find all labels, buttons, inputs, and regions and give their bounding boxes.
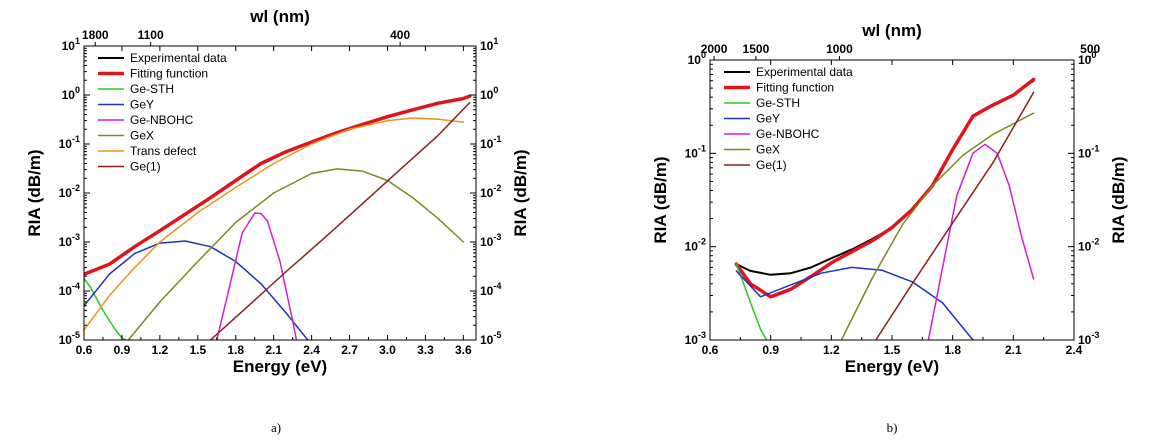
y-tick-label: 10-2 [685,237,706,254]
x-tick-label: 2.4 [303,343,320,357]
x-tick-label: 1.5 [884,343,901,357]
series-line-gex [127,168,465,340]
legend-entry: GeY [756,112,780,126]
legend-entry: Ge-NBOHC [130,113,194,127]
x-tick-label: 3.3 [417,343,434,357]
y-axis-title: RIA (dB/m) [25,149,44,236]
legend-entry: Ge(1) [756,158,787,172]
x-tick-label: 1.8 [944,343,961,357]
legend-entry: Trans defect [130,144,197,158]
x-axis-title: Energy (eV) [233,357,327,376]
top-tick-label: 1100 [138,28,164,42]
y-axis-title-right: RIA (dB/m) [1109,156,1128,243]
x-tick-label: 1.5 [189,343,206,357]
y-tick-label: 10-2 [59,183,80,200]
legend-entry: Experimental data [756,65,853,79]
x-tick-label: 1.8 [227,343,244,357]
y-tick-label: 101 [62,36,80,53]
x-tick-label: 2.4 [1066,343,1083,357]
series-line-gey [735,266,974,340]
x-tick-label: 2.1 [265,343,282,357]
y-tick-label-right: 10-4 [480,281,501,298]
y-tick-label-right: 10-5 [480,330,501,347]
x-tick-label: 0.9 [762,343,779,357]
legend-entry: Ge(1) [130,160,161,174]
top-axis-title: wl (nm) [249,7,310,26]
legend-entry: Ge-STH [130,82,174,96]
x-tick-label: 2.7 [341,343,358,357]
y-tick-label-right: 10-3 [1078,330,1099,347]
x-tick-label: 1.2 [152,343,169,357]
legend-entry: GeY [130,98,154,112]
x-tick-label: 3.0 [379,343,396,357]
series-group [84,94,472,340]
legend-entry: GeX [756,143,780,157]
series-line-ge-sth [735,263,768,340]
panel-caption: b) [887,420,898,435]
y-tick-label: 100 [688,50,706,67]
series-line-ge-sth [84,277,127,340]
y-tick-label-right: 10-1 [1078,143,1099,160]
legend-entry: Ge-NBOHC [756,127,820,141]
legend-entry: Fitting function [130,67,208,81]
x-axis-title: Energy (eV) [845,357,939,376]
x-tick-label: 0.6 [76,343,93,357]
top-tick-label: 400 [390,28,410,42]
series-group [734,77,1036,340]
top-tick-label: 1800 [82,28,109,42]
legend-entry: Ge-STH [756,96,800,110]
series-line-gey [84,240,309,340]
y-tick-label: 10-5 [59,330,80,347]
series-line-ge-nbohc [216,212,298,340]
series-line-trans-defect [84,117,465,331]
x-tick-label: 1.2 [823,343,840,357]
y-tick-label: 10-4 [59,281,80,298]
y-tick-label-right: 10-2 [1078,237,1099,254]
y-tick-label-right: 10-3 [480,232,501,249]
x-tick-label: 0.9 [114,343,131,357]
y-tick-label-right: 101 [480,36,498,53]
y-tick-label-right: 10-2 [480,183,501,200]
y-tick-label: 10-3 [685,330,706,347]
y-tick-label-right: 10-1 [480,134,501,151]
x-tick-label: 3.6 [455,343,472,357]
y-tick-label-right: 100 [480,85,498,102]
series-line-ge-1- [875,91,1035,340]
series-line-gex [840,112,1035,340]
panel-a: 0.6 0.9 1.2 1.5 1.8 2.1 2.4 2.7 3.0 3.3 3.6 10-5 10-… [25,7,530,435]
top-axis-title: wl (nm) [861,21,922,40]
y-axis-title-right: RIA (dB/m) [511,149,530,236]
y-tick-label: 10-3 [59,232,80,249]
series-line-ge-1- [209,101,471,340]
series-line-fitting-function [734,77,1036,299]
y-tick-label-right: 100 [1078,50,1096,67]
y-tick-label: 10-1 [685,143,706,160]
top-tick-label: 1000 [826,42,853,56]
y-axis-title: RIA (dB/m) [651,156,670,243]
x-tick-label: 0.6 [702,343,719,357]
legend-entry: Fitting function [756,81,834,95]
x-tick-label: 2.1 [1005,343,1022,357]
series-line-ge-nbohc [927,143,1035,340]
y-tick-label: 10-1 [59,134,80,151]
panel-caption: a) [271,420,281,435]
top-tick-label: 2000 [701,42,728,56]
legend-entry: Experimental data [130,51,227,65]
panel-b: 0.6 0.9 1.2 1.5 1.8 2.1 2.410-3 10-310-2 10-210-… [651,21,1128,435]
series-line-fitting-function [84,94,472,276]
legend-entry: GeX [130,129,154,143]
top-tick-label: 1500 [743,42,770,56]
top-tick-label: 500 [1080,42,1100,56]
y-tick-label: 100 [62,85,80,102]
